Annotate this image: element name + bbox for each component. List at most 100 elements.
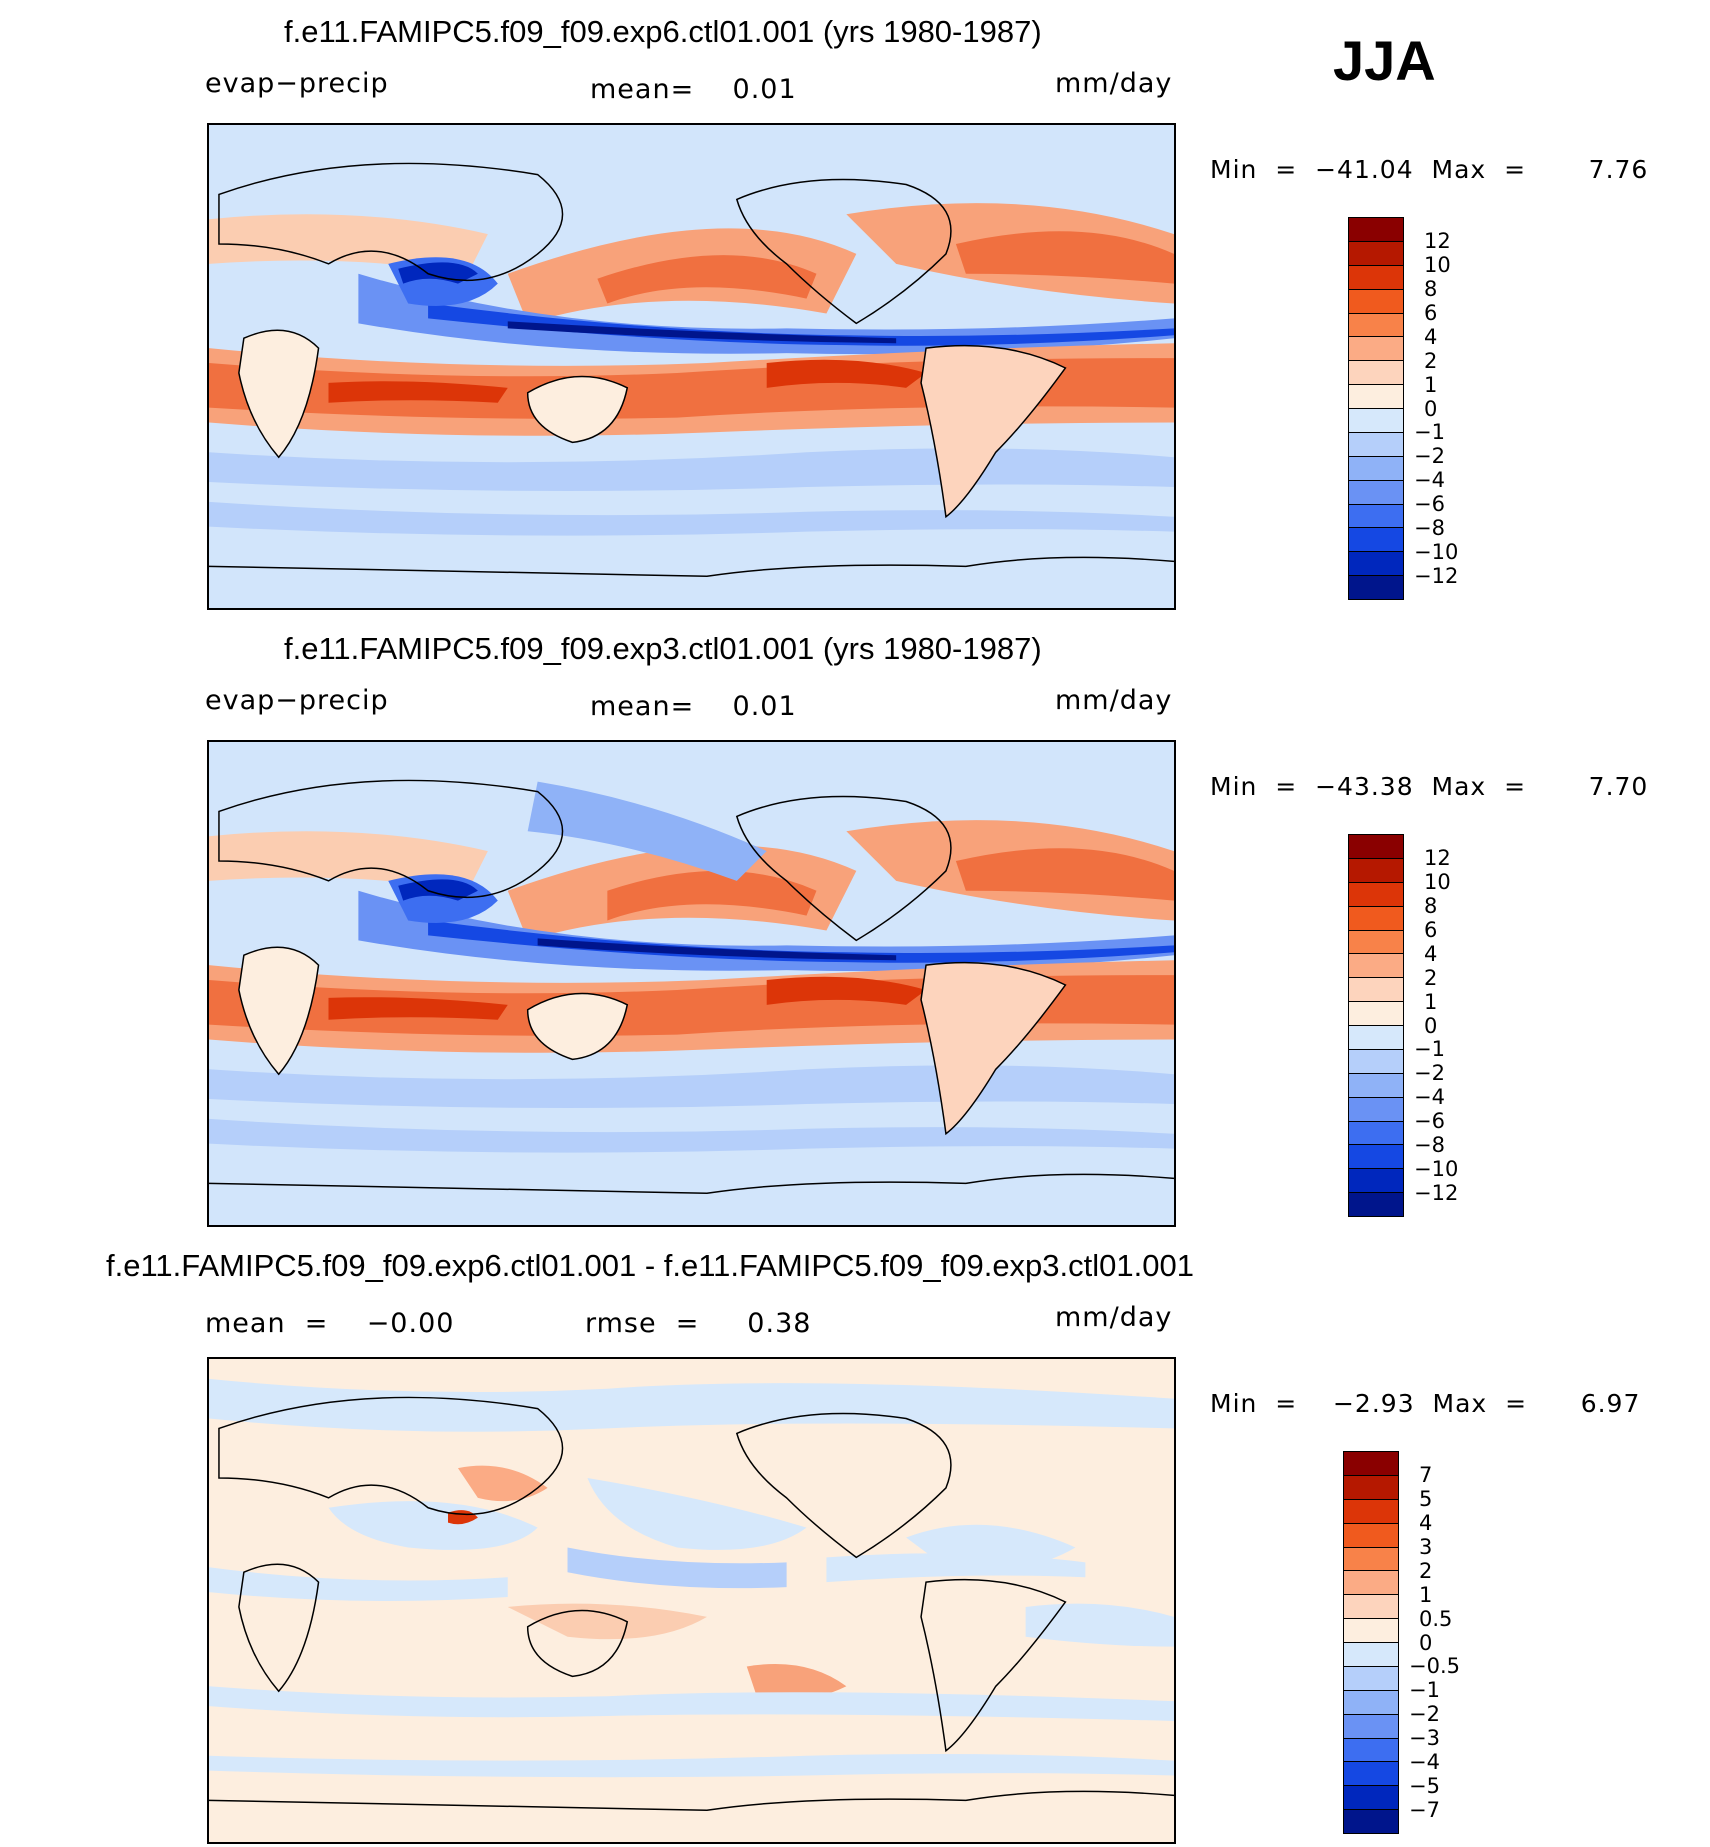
panel-2-variable-label: evap−precip xyxy=(205,685,389,716)
colorbar-swatch xyxy=(1344,1714,1398,1739)
colorbar-swatch xyxy=(1344,1690,1398,1715)
colorbar-tick-label: −2 xyxy=(1414,444,1445,469)
colorbar-tick-label: 10 xyxy=(1424,252,1451,277)
panel-3-minmax: Min = −2.93 Max = 6.97 xyxy=(1210,1389,1641,1418)
panel-3-title: f.e11.FAMIPC5.f09_f09.exp6.ctl01.001 - f… xyxy=(106,1248,1194,1283)
colorbar-swatch xyxy=(1349,1073,1403,1098)
panel-1-variable-label: evap−precip xyxy=(205,68,389,99)
colorbar-swatch xyxy=(1349,1097,1403,1122)
colorbar-tick-label: −0.5 xyxy=(1409,1654,1460,1679)
colorbar-swatch xyxy=(1349,906,1403,931)
colorbar-tick-label: 2 xyxy=(1424,965,1438,990)
panel-3-mean-label: mean = −0.00 xyxy=(205,1308,455,1339)
colorbar-tick-label: −1 xyxy=(1414,1037,1445,1062)
colorbar-swatch xyxy=(1344,1499,1398,1524)
colorbar-tick-label: −1 xyxy=(1414,420,1445,445)
colorbar-swatch xyxy=(1349,1193,1403,1216)
panel-1-mean-label: mean= 0.01 xyxy=(590,74,797,105)
colorbar-tick-label: −8 xyxy=(1414,516,1445,541)
colorbar-swatch xyxy=(1349,409,1403,433)
panel-3-units-label: mm/day xyxy=(1055,1302,1173,1333)
colorbar-swatch xyxy=(1349,1169,1403,1194)
colorbar-tick-label: −1 xyxy=(1409,1678,1440,1703)
colorbar-tick-label: −2 xyxy=(1409,1702,1440,1727)
colorbar-tick-label: −12 xyxy=(1414,1181,1459,1206)
colorbar-swatch xyxy=(1349,528,1403,553)
colorbar-swatch xyxy=(1349,978,1403,1003)
colorbar-tick-label: 7 xyxy=(1419,1462,1433,1487)
colorbar-swatch xyxy=(1349,504,1403,529)
colorbar-swatch xyxy=(1349,576,1403,599)
colorbar-swatch xyxy=(1349,1145,1403,1170)
colorbar-swatch xyxy=(1349,313,1403,338)
colorbar-swatch xyxy=(1349,456,1403,481)
colorbar-swatch xyxy=(1349,1049,1403,1074)
colorbar-swatch xyxy=(1344,1523,1398,1548)
colorbar-tick-label: −4 xyxy=(1409,1750,1440,1775)
colorbar-swatch xyxy=(1349,480,1403,505)
colorbar-tick-label: 1 xyxy=(1424,989,1438,1014)
colorbar-tick-label: 3 xyxy=(1419,1534,1433,1559)
colorbar-swatch xyxy=(1349,265,1403,290)
panel-2-title: f.e11.FAMIPC5.f09_f09.exp3.ctl01.001 (yr… xyxy=(284,631,1042,666)
colorbar-swatch xyxy=(1349,361,1403,386)
colorbar-tick-label: 4 xyxy=(1419,1510,1433,1535)
colorbar-swatch xyxy=(1349,882,1403,907)
colorbar-tick-label: −4 xyxy=(1414,468,1445,493)
colorbar-tick-label: 4 xyxy=(1424,941,1438,966)
colorbar-tick-label: −6 xyxy=(1414,492,1445,517)
colorbar-swatch xyxy=(1349,1002,1403,1026)
panel-1-minmax: Min = −41.04 Max = 7.76 xyxy=(1210,155,1649,184)
panel-1-colorbar xyxy=(1348,217,1404,600)
colorbar-tick-label: 8 xyxy=(1424,276,1438,301)
colorbar-tick-label: 5 xyxy=(1419,1486,1433,1511)
colorbar-swatch xyxy=(1344,1786,1398,1811)
colorbar-tick-label: −7 xyxy=(1409,1798,1440,1823)
colorbar-tick-label: −3 xyxy=(1409,1726,1440,1751)
colorbar-swatch xyxy=(1349,1026,1403,1050)
colorbar-swatch xyxy=(1344,1475,1398,1500)
season-label: JJA xyxy=(1333,29,1436,92)
panel-2-map xyxy=(207,740,1176,1227)
colorbar-tick-label: 0 xyxy=(1424,396,1438,421)
colorbar-tick-label: 12 xyxy=(1424,845,1451,870)
colorbar-swatch xyxy=(1344,1571,1398,1596)
colorbar-tick-label: 2 xyxy=(1424,348,1438,373)
colorbar-swatch xyxy=(1344,1810,1398,1833)
panel-1-map-graphic xyxy=(209,125,1174,608)
colorbar-tick-label: −4 xyxy=(1414,1085,1445,1110)
colorbar-swatch xyxy=(1344,1738,1398,1763)
panel-2-map-graphic xyxy=(209,742,1174,1225)
colorbar-tick-label: 6 xyxy=(1424,300,1438,325)
panel-1-map xyxy=(207,123,1176,610)
colorbar-swatch xyxy=(1349,835,1403,859)
colorbar-swatch xyxy=(1349,930,1403,955)
colorbar-tick-label: 12 xyxy=(1424,228,1451,253)
colorbar-swatch xyxy=(1349,218,1403,242)
colorbar-tick-label: −2 xyxy=(1414,1061,1445,1086)
colorbar-swatch xyxy=(1349,552,1403,577)
colorbar-swatch xyxy=(1349,954,1403,979)
colorbar-swatch xyxy=(1349,432,1403,457)
colorbar-swatch xyxy=(1344,1547,1398,1572)
panel-2-mean-label: mean= 0.01 xyxy=(590,691,797,722)
colorbar-swatch xyxy=(1344,1762,1398,1787)
colorbar-swatch xyxy=(1344,1643,1398,1667)
colorbar-swatch xyxy=(1349,1121,1403,1146)
colorbar-swatch xyxy=(1344,1666,1398,1691)
panel-2-colorbar xyxy=(1348,834,1404,1217)
colorbar-tick-label: 6 xyxy=(1424,917,1438,942)
panel-2-units-label: mm/day xyxy=(1055,685,1173,716)
panel-1-units-label: mm/day xyxy=(1055,68,1173,99)
colorbar-tick-label: 10 xyxy=(1424,869,1451,894)
panel-3-map-graphic xyxy=(209,1359,1174,1842)
colorbar-tick-label: 8 xyxy=(1424,893,1438,918)
colorbar-tick-label: 0 xyxy=(1419,1630,1433,1655)
panel-3-map xyxy=(207,1357,1176,1844)
colorbar-swatch xyxy=(1349,385,1403,409)
colorbar-swatch xyxy=(1349,858,1403,883)
panel-1-title: f.e11.FAMIPC5.f09_f09.exp6.ctl01.001 (yr… xyxy=(284,14,1042,49)
panel-3-colorbar xyxy=(1343,1451,1399,1834)
colorbar-tick-label: −12 xyxy=(1414,564,1459,589)
colorbar-tick-label: 2 xyxy=(1419,1558,1433,1583)
